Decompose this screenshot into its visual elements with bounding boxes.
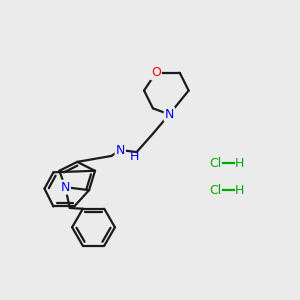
Text: H: H — [235, 184, 244, 196]
Text: N: N — [165, 108, 174, 121]
Text: N: N — [116, 143, 125, 157]
Text: O: O — [151, 66, 161, 79]
Text: Cl: Cl — [209, 184, 221, 196]
Text: H: H — [130, 150, 139, 163]
Text: Cl: Cl — [209, 157, 221, 170]
Text: H: H — [235, 157, 244, 170]
Text: N: N — [61, 181, 70, 194]
